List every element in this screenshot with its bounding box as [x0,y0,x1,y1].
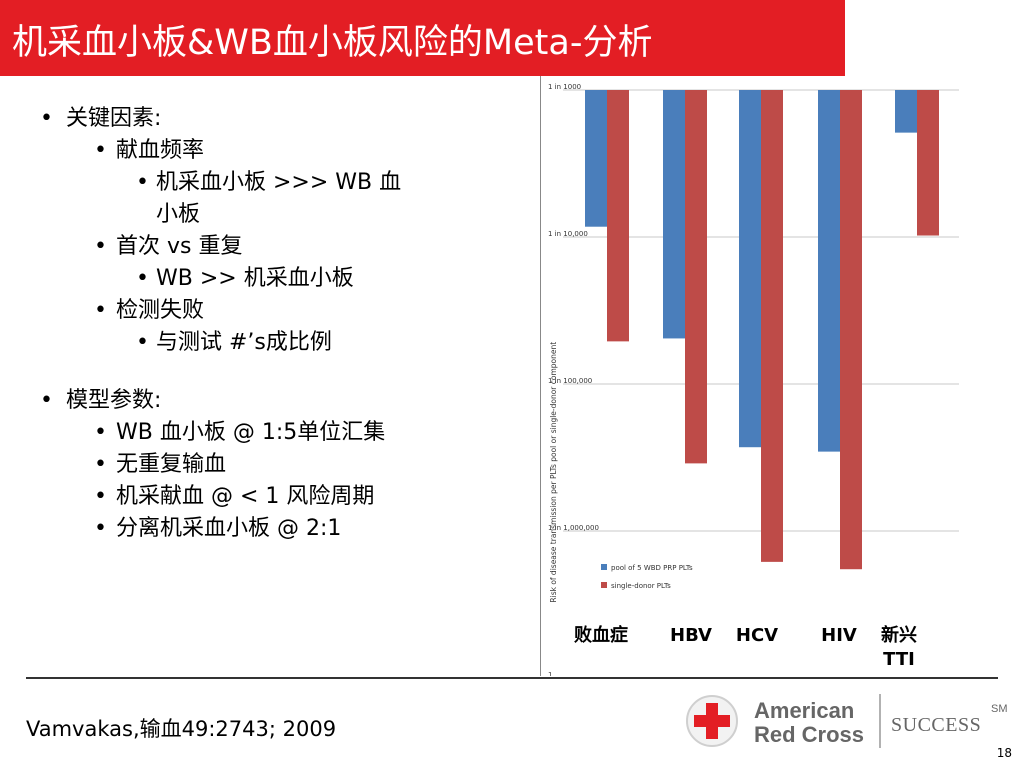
y-axis-label: Risk of disease transmission per PLTs po… [549,342,558,603]
bullet-dot: • [94,516,107,541]
bar-pool [585,90,607,227]
bullet-item: • 分离机采血小板 @ 2:1 [94,514,342,544]
bullet-item: • 首次 vs 重复 [94,232,243,262]
bullet-item: • 无重复输血 [94,450,227,480]
category-label: 败血症 [574,624,628,646]
logo-tagline: SUCCESS [891,714,981,736]
logo-line2: Red Cross [754,722,864,747]
bar-pool [818,90,840,452]
bar-single-donor [607,90,629,342]
bullet-dot: • [40,388,53,413]
bullet-text: 首次 vs 重复 [116,234,243,259]
bullet-text: 与测试 #’s成比例 [156,330,332,355]
bullet-dot: • [94,234,107,259]
bullet-item: • 与测试 #’s成比例 [136,328,332,358]
bullet-item: • 机采血小板 >>> WB 血 [136,168,402,198]
category-label: 新兴 TTI [881,624,917,670]
legend-label: single-donor PLTs [611,582,671,590]
bullet-dot: • [94,484,107,509]
bar-single-donor [840,90,862,570]
bullet-dot: • [136,330,149,355]
bullet-dot: • [136,266,149,291]
title-bar: 机采血小板&WB血小板风险的Meta-分析 [0,0,845,76]
bullet-item: • WB 血小板 @ 1:5单位汇集 [94,418,386,448]
legend-label: pool of 5 WBD PRP PLTs [611,564,693,572]
bullet-text: 小板 [156,202,201,227]
chart-panel: 1 in 1000 1 in 10,000 1 in 100,000 1 in 1,0… [540,76,971,679]
page-number: 18 [996,746,1012,760]
bar-pool [895,90,917,133]
bullet-item: • WB >> 机采血小板 [136,264,354,294]
bullet-text: 检测失败 [116,298,205,323]
bullet-text: 关键因素: [66,106,162,131]
bar-single-donor [917,90,939,236]
bar-single-donor [685,90,707,464]
bullet-text: 无重复输血 [116,452,227,477]
bullet-text: 分离机采血小板 @ 2:1 [116,516,342,541]
category-label: HIV [821,625,857,646]
bar-single-donor [761,90,783,562]
category-label-backdrop [555,614,931,676]
bullet-dot: • [94,138,107,163]
y-tick-label: 1 [548,671,552,676]
bullet-item: • 关键因素: [40,104,162,134]
bullet-text: 献血频率 [116,138,205,163]
bar-pool [739,90,761,448]
logo-sup: SM [991,703,1008,715]
bar-pool [663,90,685,339]
bullet-item: • 检测失败 [94,296,205,326]
bullet-dot: • [40,106,53,131]
category-label: HBV [670,625,712,646]
y-tick-label: 1 in 1000 [548,83,581,91]
bullet-item: 小板 [156,200,200,230]
legend-swatch [601,564,607,570]
y-tick-label: 1 in 1,000,000 [548,524,599,532]
bullet-dot: • [136,170,149,195]
bullet-text: WB 血小板 @ 1:5单位汇集 [116,420,386,445]
bullet-item: • 机采献血 @ < 1 风险周期 [94,482,375,512]
citation: Vamvakas,输血49:2743; 2009 [26,717,337,741]
bullet-item: • 模型参数: [40,386,162,416]
divider-line [26,677,998,679]
category-label: HCV [736,625,778,646]
bullet-dot: • [94,298,107,323]
y-tick-label: 1 in 100,000 [548,377,592,385]
bullet-text: 模型参数: [66,388,162,413]
bullet-dot: • [94,452,107,477]
slide-title: 机采血小板&WB血小板风险的Meta-分析 [12,23,653,63]
bullet-item: • 献血频率 [94,136,205,166]
bullet-dot: • [94,420,107,445]
bullet-text: WB >> 机采血小板 [156,266,354,291]
legend-swatch [601,582,607,588]
bullet-text: 机采献血 @ < 1 风险周期 [116,484,375,509]
y-tick-label: 1 in 10,000 [548,230,588,238]
risk-bar-chart: 1 in 1000 1 in 10,000 1 in 100,000 1 in 1,0… [548,83,959,679]
american-red-cross-logo: American Red Cross SUCCESS SM [684,690,1014,752]
logo-line1: American [754,698,854,723]
bullet-text: 机采血小板 >>> WB 血 [156,170,402,195]
